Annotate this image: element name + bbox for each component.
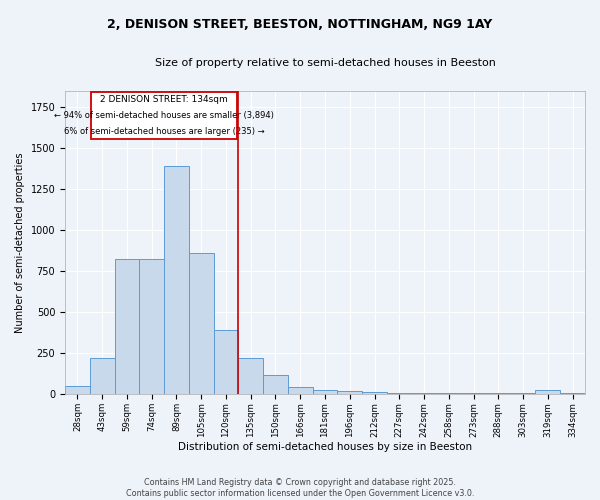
Bar xyxy=(486,393,511,394)
Text: 2, DENISON STREET, BEESTON, NOTTINGHAM, NG9 1AY: 2, DENISON STREET, BEESTON, NOTTINGHAM, … xyxy=(107,18,493,30)
X-axis label: Distribution of semi-detached houses by size in Beeston: Distribution of semi-detached houses by … xyxy=(178,442,472,452)
Bar xyxy=(511,393,535,394)
Text: ← 94% of semi-detached houses are smaller (3,894): ← 94% of semi-detached houses are smalle… xyxy=(54,111,274,120)
Text: 6% of semi-detached houses are larger (235) →: 6% of semi-detached houses are larger (2… xyxy=(64,126,265,136)
FancyBboxPatch shape xyxy=(91,92,237,139)
Bar xyxy=(560,393,585,394)
Bar xyxy=(263,374,288,394)
Title: Size of property relative to semi-detached houses in Beeston: Size of property relative to semi-detach… xyxy=(155,58,496,68)
Bar xyxy=(337,391,362,394)
Bar xyxy=(115,259,139,394)
Bar xyxy=(412,393,436,394)
Bar xyxy=(164,166,189,394)
Bar xyxy=(90,358,115,394)
Bar xyxy=(313,390,337,394)
Bar xyxy=(139,259,164,394)
Bar xyxy=(238,358,263,394)
Text: 2 DENISON STREET: 134sqm: 2 DENISON STREET: 134sqm xyxy=(100,96,228,104)
Y-axis label: Number of semi-detached properties: Number of semi-detached properties xyxy=(15,152,25,332)
Bar xyxy=(461,393,486,394)
Bar xyxy=(65,386,90,394)
Bar xyxy=(362,392,387,394)
Bar xyxy=(189,253,214,394)
Text: Contains HM Land Registry data © Crown copyright and database right 2025.
Contai: Contains HM Land Registry data © Crown c… xyxy=(126,478,474,498)
Bar xyxy=(288,386,313,394)
Bar xyxy=(535,390,560,394)
Bar xyxy=(387,393,412,394)
Bar xyxy=(214,330,238,394)
Bar xyxy=(436,393,461,394)
